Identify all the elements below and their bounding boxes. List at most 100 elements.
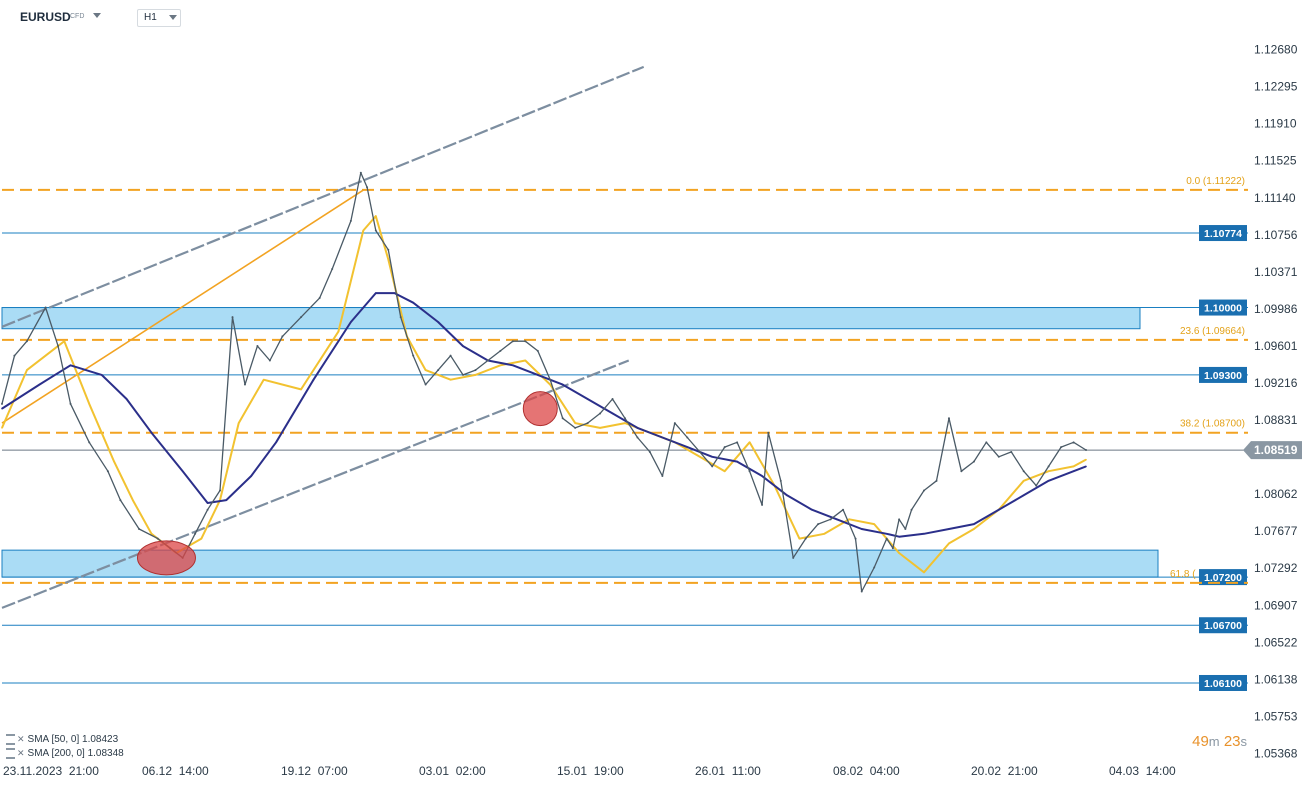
series-2-point xyxy=(206,508,209,511)
level-label: 1.06700 xyxy=(1204,620,1242,632)
y-tick-label: 1.09986 xyxy=(1254,302,1298,316)
zone-0 xyxy=(1,307,1141,330)
series-0-point xyxy=(973,528,975,530)
y-tick-label: 1.08831 xyxy=(1254,413,1298,427)
legend-sma50[interactable]: ✕ SMA [50, 0] 1.08423 xyxy=(6,734,118,745)
indicator-close-icon[interactable]: ✕ xyxy=(17,748,25,759)
series-2-point xyxy=(586,422,589,425)
x-tick-label: 23.11.2023 21:00 xyxy=(3,764,99,778)
series-2-point xyxy=(960,470,963,473)
y-tick-label: 1.08062 xyxy=(1254,487,1298,501)
series-2-point xyxy=(318,296,321,299)
x-tick-label: 15.01 19:00 xyxy=(557,764,624,778)
symbol-type: CFD xyxy=(70,13,85,20)
series-0-point xyxy=(524,359,527,362)
series-2-point xyxy=(611,398,614,400)
series-1-point xyxy=(312,378,315,381)
legend-sma200[interactable]: ✕ SMA [200, 0] 1.08348 xyxy=(6,748,124,759)
indicator-settings-icon[interactable] xyxy=(6,734,15,745)
series-0-point xyxy=(723,470,726,473)
series-1-point xyxy=(860,528,863,530)
x-axis: 23.11.2023 21:00 06.12 14:00 19.12 07:00 03… xyxy=(3,764,1176,778)
series-0-point xyxy=(848,518,851,521)
series-0-point xyxy=(362,229,365,232)
series-2-point xyxy=(997,455,1000,458)
series-2-point xyxy=(673,422,676,425)
series-2-point xyxy=(138,527,141,530)
series-1-point xyxy=(350,321,352,323)
series-1-point xyxy=(150,431,153,434)
series-1-point xyxy=(437,321,439,323)
series-2-point xyxy=(499,349,502,352)
series-2-point xyxy=(804,537,807,540)
series-0-point xyxy=(237,422,240,424)
series-2-point xyxy=(624,417,626,420)
series-0-point xyxy=(300,388,302,391)
highlight-circles xyxy=(136,391,558,576)
series-1-point xyxy=(225,499,228,501)
support-resistance-zones xyxy=(1,307,1159,578)
series-1 xyxy=(1,292,1087,538)
series-2 xyxy=(1,172,1087,593)
y-tick-label: 1.06907 xyxy=(1254,598,1298,612)
series-2-point xyxy=(331,268,334,271)
series-1-point xyxy=(611,412,614,415)
series-0-point xyxy=(474,374,477,376)
series-2-point xyxy=(779,479,782,482)
series-2-point xyxy=(842,508,845,511)
series-2-point xyxy=(119,499,122,502)
series-2-point xyxy=(366,186,369,189)
series-layer xyxy=(1,171,1088,593)
series-1-point xyxy=(898,535,900,538)
series-1-point xyxy=(1085,465,1087,468)
candle-timer: 49m 23s xyxy=(1192,733,1247,750)
series-2-point xyxy=(474,369,477,372)
series-2-point xyxy=(1072,441,1075,444)
series-1-point xyxy=(412,301,414,304)
series-1-point xyxy=(69,364,72,367)
timer-seconds-unit: s xyxy=(1240,734,1248,749)
series-1-point xyxy=(375,292,377,294)
series-0-point xyxy=(200,537,203,540)
y-tick-label: 1.07677 xyxy=(1254,524,1298,538)
fib-label: 23.6 (1.09664) xyxy=(1180,326,1245,337)
series-1-point xyxy=(948,528,950,530)
fibonacci-levels: 0.0 (1.11222) 23.6 (1.09664) 38.2 (1.08700… xyxy=(2,176,1248,584)
timeframe-select[interactable]: H1 xyxy=(137,9,181,27)
symbol-dropdown-icon[interactable] xyxy=(93,13,101,18)
series-2-point xyxy=(412,354,415,357)
series-2-point xyxy=(910,508,913,511)
series-2-point xyxy=(359,171,362,174)
y-tick-label: 1.10756 xyxy=(1254,228,1298,242)
series-2-point xyxy=(374,229,377,232)
series-2-point xyxy=(829,518,832,521)
series-1-point xyxy=(275,441,277,444)
series-0-point xyxy=(923,571,925,574)
indicator-close-icon[interactable]: ✕ xyxy=(17,734,25,745)
x-tick-label: 26.01 11:00 xyxy=(695,764,761,778)
fib-label: 61.8 ( xyxy=(1170,569,1196,580)
series-0-point xyxy=(132,499,134,501)
series-0-point xyxy=(375,215,377,217)
y-tick-label: 1.09601 xyxy=(1254,339,1298,353)
series-2-point xyxy=(686,436,689,439)
series-2-point xyxy=(860,590,863,593)
series-1-point xyxy=(125,398,128,400)
series-2-point xyxy=(449,354,452,357)
current-price-label: 1.08519 xyxy=(1254,443,1298,457)
series-1-point xyxy=(206,502,209,504)
series-1-point xyxy=(561,383,564,386)
series-0-point xyxy=(150,532,153,535)
symbol-name[interactable]: EURUSD xyxy=(20,10,71,24)
level-tag-1.06700 xyxy=(1199,617,1247,634)
series-2-point xyxy=(300,316,303,319)
series-2-point xyxy=(536,349,539,352)
level-label: 1.06100 xyxy=(1204,678,1242,690)
series-2-point xyxy=(1047,465,1050,468)
indicator-settings-icon[interactable] xyxy=(6,748,15,759)
series-1-point xyxy=(462,345,464,347)
level-tag-1.06100 xyxy=(1199,674,1247,691)
series-2-point xyxy=(524,340,527,343)
series-1-point xyxy=(761,475,763,477)
